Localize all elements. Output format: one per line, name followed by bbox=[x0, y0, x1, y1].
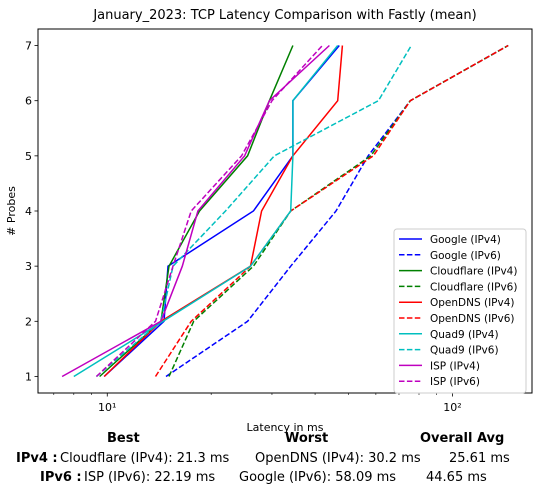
chart-title: January_2023: TCP Latency Comparison wit… bbox=[92, 8, 476, 23]
series-line-isp-ipv6 bbox=[95, 44, 323, 378]
axes: 1 2 3 4 5 6 7 10¹ 10² bbox=[25, 40, 462, 414]
series-line-quad9-ipv6 bbox=[95, 45, 412, 378]
x-tick-label: 10² bbox=[443, 401, 461, 414]
legend-label: OpenDNS (IPv6) bbox=[430, 313, 515, 325]
legend-label: Google (IPv6) bbox=[430, 250, 501, 262]
legend-label: OpenDNS (IPv4) bbox=[430, 297, 515, 309]
y-tick-label: 2 bbox=[25, 315, 32, 328]
series-line-isp-ipv4 bbox=[61, 44, 330, 378]
y-tick-label: 3 bbox=[25, 260, 32, 273]
series-line-cloudflare-ipv4 bbox=[99, 45, 294, 378]
y-tick-label: 7 bbox=[25, 40, 32, 53]
legend-box bbox=[393, 228, 527, 394]
legend: Google (IPv4) Google (IPv6) Cloudflare (IP… bbox=[393, 228, 527, 394]
y-tick-label: 5 bbox=[25, 150, 32, 163]
legend-label: Google (IPv4) bbox=[430, 234, 501, 246]
y-tick-label: 1 bbox=[25, 370, 32, 383]
legend-label: Cloudflare (IPv4) bbox=[430, 266, 517, 278]
series-line-google-ipv4 bbox=[103, 45, 340, 378]
series-line-quad9-ipv4 bbox=[73, 45, 339, 378]
legend-label: Quad9 (IPv6) bbox=[430, 345, 499, 357]
x-axis-label: Latency in ms bbox=[247, 421, 324, 434]
y-tick-label: 6 bbox=[25, 95, 32, 108]
plot-lines bbox=[61, 44, 509, 378]
legend-label: ISP (IPv6) bbox=[430, 376, 480, 388]
legend-label: ISP (IPv4) bbox=[430, 360, 480, 372]
y-axis-label: # Probes bbox=[5, 186, 18, 236]
legend-label: Quad9 (IPv4) bbox=[430, 329, 499, 341]
x-tick-label: 10¹ bbox=[98, 401, 116, 414]
y-tick-label: 4 bbox=[25, 205, 32, 218]
series-line-opendns-ipv4 bbox=[103, 45, 344, 378]
legend-label: Cloudflare (IPv6) bbox=[430, 281, 517, 293]
